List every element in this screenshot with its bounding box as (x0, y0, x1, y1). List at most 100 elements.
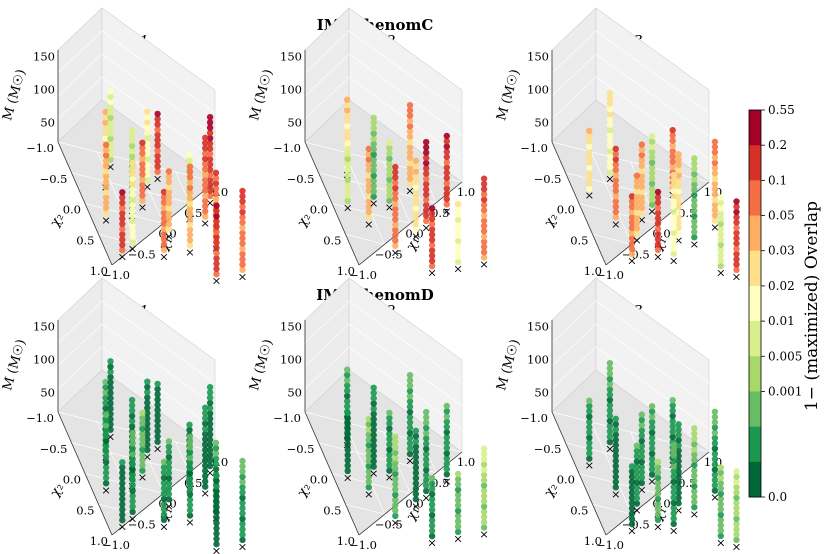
data-point (406, 429, 414, 437)
data-point (213, 218, 220, 225)
data-point (423, 212, 430, 219)
data-point (654, 516, 662, 524)
data-point (144, 171, 151, 178)
data-point (107, 114, 114, 121)
data-point (186, 507, 194, 514)
data-point (186, 200, 194, 207)
data-point (344, 430, 351, 438)
data-point (612, 145, 619, 153)
data-point (586, 143, 593, 150)
data-point (638, 469, 645, 476)
data-point (165, 168, 173, 175)
data-point (370, 405, 377, 412)
data-point (165, 496, 173, 503)
data-point (365, 457, 372, 465)
data-point (344, 112, 351, 119)
data-point (119, 511, 126, 519)
data-point (606, 116, 614, 123)
data-point (606, 402, 614, 409)
data-point (717, 246, 724, 254)
data-cross: × (674, 233, 684, 247)
data-point (202, 436, 209, 443)
data-point (165, 220, 173, 228)
data-point (392, 200, 399, 207)
data-point (206, 399, 214, 407)
data-point (186, 475, 194, 482)
data-point (733, 208, 740, 216)
data-point (443, 190, 450, 198)
data-point (365, 431, 372, 438)
data-point (412, 220, 420, 228)
data-point (370, 416, 377, 423)
data-point (717, 252, 724, 259)
data-point (365, 177, 372, 184)
grid-line (358, 264, 517, 306)
y-tick-label: −1.0 (520, 141, 548, 155)
data-point (239, 531, 246, 538)
data-point (365, 187, 372, 195)
data-point (711, 413, 719, 421)
data-point (239, 520, 246, 528)
data-point (633, 188, 641, 195)
data-point (428, 247, 436, 254)
data-point (454, 523, 462, 530)
data-point (480, 445, 488, 452)
data-point (344, 187, 351, 194)
data-point (654, 220, 662, 227)
data-point (454, 227, 462, 234)
grid-line (551, 76, 597, 120)
data-point (423, 149, 430, 156)
data-point (160, 230, 168, 238)
data-point (675, 161, 682, 169)
data-point (344, 398, 351, 405)
data-point (454, 486, 462, 493)
data-cross: × (343, 471, 353, 485)
data-point (717, 241, 724, 248)
data-point (186, 433, 194, 440)
data-point (186, 231, 194, 239)
data-point (648, 138, 656, 145)
data-point (386, 192, 393, 199)
grid-line (551, 346, 597, 390)
data-point (212, 465, 220, 473)
data-point (638, 474, 645, 481)
data-point (129, 228, 136, 235)
data-cross: × (185, 515, 195, 529)
data-point (206, 135, 214, 142)
data-point (606, 168, 614, 176)
grid-line (57, 53, 103, 97)
data-point (586, 444, 593, 452)
data-point (612, 193, 619, 200)
data-point (733, 494, 740, 501)
data-point (186, 496, 194, 503)
grid-line (595, 300, 710, 384)
data-point (638, 209, 645, 217)
data-point (239, 214, 246, 221)
data-point (711, 191, 719, 198)
data-point (606, 359, 614, 367)
data-point (480, 196, 488, 203)
data-point (648, 164, 656, 172)
data-point (239, 208, 246, 216)
data-point (606, 365, 614, 372)
data-point (606, 407, 614, 414)
z-axis-label: M (M☉) (0, 338, 29, 393)
data-point (423, 456, 430, 463)
data-point (628, 245, 636, 253)
data-point (202, 472, 209, 480)
data-point (165, 215, 173, 222)
data-point (675, 156, 682, 163)
data-point (186, 179, 194, 186)
grid-line (304, 76, 350, 120)
data-point (370, 188, 377, 195)
data-point (213, 530, 220, 537)
data-point (144, 155, 151, 163)
data-point (717, 464, 724, 471)
y-tick-label: 0.0 (557, 203, 575, 217)
data-point (412, 189, 420, 196)
data-point (239, 515, 246, 522)
data-point (648, 408, 656, 415)
data-point (386, 456, 393, 464)
data-point (165, 448, 173, 456)
